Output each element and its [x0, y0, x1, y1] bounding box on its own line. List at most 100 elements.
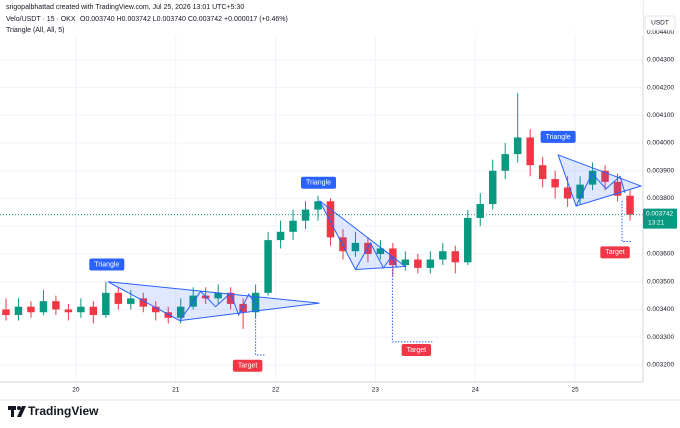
zigzag: [355, 241, 398, 270]
y-tick-label: 0.004300: [647, 57, 674, 64]
candle-body: [2, 309, 10, 316]
candle-body: [588, 170, 597, 185]
y-tick-label: 0.003400: [647, 306, 674, 313]
target-path: [391, 266, 433, 343]
y-tick-label: 0.004400: [647, 29, 674, 36]
label-text: Triangle: [306, 180, 331, 187]
symbol: Velo/USDT · 15 · OKX: [6, 16, 76, 23]
candle-body: [563, 187, 572, 199]
candle-body: [89, 306, 98, 316]
candle-body: [464, 217, 472, 263]
candle-body: [127, 298, 135, 304]
last-price-tag: [643, 208, 677, 229]
triangle-pattern: [107, 281, 320, 322]
author-line: srigopalbhattad created with TradingView…: [6, 4, 244, 11]
label-box: [300, 176, 337, 189]
logo-icon: [11, 406, 14, 417]
logo-icon: [17, 406, 26, 417]
y-tick-label: 0.003600: [647, 251, 674, 258]
zigzag: [575, 172, 626, 207]
logo: TradingView: [8, 404, 99, 418]
candle-body: [14, 306, 23, 316]
candle-body: [264, 240, 272, 293]
candle-body: [376, 248, 385, 254]
label-box: [232, 359, 263, 372]
logo-text: TradingView: [28, 404, 99, 418]
y-tick-label: 0.004000: [647, 140, 674, 147]
x-tick-label: 22: [272, 387, 280, 394]
label-box: [89, 258, 125, 271]
candle-body: [351, 242, 360, 252]
candle-body: [339, 237, 347, 252]
y-tick-label: 0.003200: [647, 362, 674, 369]
currency[interactable]: USDT: [651, 20, 669, 27]
label-text: Target: [238, 363, 258, 370]
drawings: Triangle Target Triangle Target Triangle Targ…: [0, 130, 643, 372]
candle-body: [27, 306, 35, 313]
candle-body: [526, 137, 534, 166]
candle-body: [414, 259, 422, 268]
currency-box[interactable]: [644, 15, 676, 31]
candle-body: [314, 201, 322, 210]
candle-body: [488, 170, 497, 205]
label-box: [540, 130, 576, 143]
candle-body: [276, 231, 285, 241]
y-tick-label: 0.003800: [647, 195, 674, 202]
candle-body: [401, 259, 410, 266]
candle-body: [176, 306, 185, 318]
candle-body: [513, 137, 522, 155]
plot: [2, 93, 634, 329]
candle-body: [64, 309, 73, 313]
y-tick-label: 0.003500: [647, 278, 674, 285]
candle-body: [102, 292, 110, 316]
last-price-label: 0.003742: [646, 210, 673, 217]
header-bg: [0, 0, 643, 36]
y-tick-label: 0.003300: [647, 334, 674, 341]
x-tick-label: 20: [72, 387, 80, 394]
candle-body: [501, 154, 509, 171]
candle-body: [613, 181, 622, 196]
candle-body: [538, 165, 547, 180]
ohlc: O0.003740 H0.003742 L0.003740 C0.003742 …: [80, 16, 288, 23]
candle-body: [551, 179, 559, 188]
countdown: 13:21: [648, 219, 665, 226]
candle-body: [326, 201, 335, 238]
candle-body: [626, 195, 634, 215]
candle-body: [576, 184, 584, 199]
triangle-pattern: [557, 154, 643, 207]
y-tick-label: 0.004100: [647, 112, 674, 119]
candle-body: [439, 251, 447, 260]
candle-body: [451, 251, 460, 263]
candle-body: [139, 298, 148, 307]
y-tick-label: 0.003900: [647, 167, 674, 174]
candle-body: [77, 306, 85, 313]
indicator: Triangle (All, All, 5): [6, 27, 64, 34]
label-box: [600, 246, 630, 259]
x-tick-label: 24: [472, 387, 480, 394]
logo-icon: [17, 406, 21, 410]
triangle-pattern: [319, 200, 407, 271]
x-tick-label: 25: [571, 387, 579, 394]
label-text: Target: [605, 249, 625, 256]
x-tick-label: 23: [372, 387, 380, 394]
zigzag: [179, 290, 259, 321]
candle-body: [289, 220, 297, 232]
x-tick-label: 21: [172, 387, 180, 394]
candle-body: [364, 242, 372, 254]
candle-body: [476, 204, 484, 218]
label-text: Triangle: [94, 261, 119, 268]
label-box: [401, 343, 432, 356]
candle-body: [239, 303, 247, 313]
candle-body: [601, 170, 609, 182]
candle-body: [226, 292, 235, 304]
candle-body: [214, 292, 222, 299]
y-tick-label: 0.004200: [647, 84, 674, 91]
candle-body: [164, 312, 172, 318]
candle-body: [301, 209, 310, 221]
candle-body: [114, 292, 123, 304]
candle-body: [251, 292, 260, 313]
candle-body: [152, 306, 160, 313]
candle-body: [426, 259, 435, 268]
